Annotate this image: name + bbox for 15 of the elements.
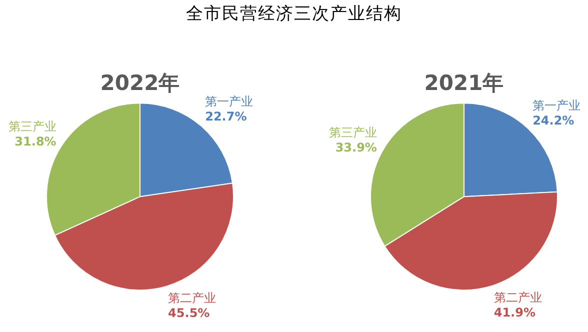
- slice-label: 第一产业: [532, 98, 581, 112]
- data-label: 33.9%: [335, 140, 377, 155]
- data-label: 41.9%: [494, 305, 536, 320]
- chart-title: 2021年: [424, 71, 504, 96]
- slice-label: 第三产业: [328, 126, 377, 140]
- slice-label: 第三产业: [8, 119, 56, 134]
- data-label: 24.2%: [532, 113, 574, 128]
- slice-label: 第二产业: [494, 290, 542, 304]
- chart-subtitle: 2022年: [100, 71, 180, 96]
- data-label: 45.5%: [168, 306, 210, 320]
- slice-label: 第一产业: [205, 94, 254, 109]
- slice-label: 第二产业: [168, 291, 216, 306]
- data-label: 22.7%: [205, 110, 247, 124]
- text: 全市民营经济三次产业结构: [185, 3, 403, 25]
- data-label: 31.8%: [14, 134, 56, 148]
